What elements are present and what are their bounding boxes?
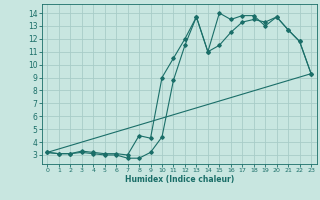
X-axis label: Humidex (Indice chaleur): Humidex (Indice chaleur) [124, 175, 234, 184]
